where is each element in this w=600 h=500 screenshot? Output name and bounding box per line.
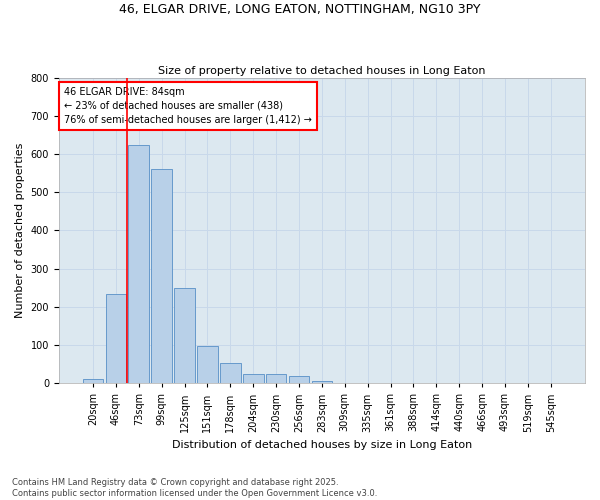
Bar: [151, 170, 172, 384]
Y-axis label: Number of detached properties: Number of detached properties: [15, 143, 25, 318]
Bar: [106, 294, 126, 384]
Text: 46, ELGAR DRIVE, LONG EATON, NOTTINGHAM, NG10 3PY: 46, ELGAR DRIVE, LONG EATON, NOTTINGHAM,…: [119, 2, 481, 16]
Bar: [243, 374, 263, 384]
Text: Contains HM Land Registry data © Crown copyright and database right 2025.
Contai: Contains HM Land Registry data © Crown c…: [12, 478, 377, 498]
Title: Size of property relative to detached houses in Long Eaton: Size of property relative to detached ho…: [158, 66, 485, 76]
Bar: [197, 346, 218, 384]
Bar: [174, 288, 195, 384]
Bar: [220, 363, 241, 384]
Bar: [311, 382, 332, 384]
Bar: [128, 146, 149, 384]
Bar: [289, 376, 309, 384]
Text: 46 ELGAR DRIVE: 84sqm
← 23% of detached houses are smaller (438)
76% of semi-det: 46 ELGAR DRIVE: 84sqm ← 23% of detached …: [64, 87, 312, 125]
Bar: [266, 374, 286, 384]
Bar: [83, 380, 103, 384]
X-axis label: Distribution of detached houses by size in Long Eaton: Distribution of detached houses by size …: [172, 440, 472, 450]
